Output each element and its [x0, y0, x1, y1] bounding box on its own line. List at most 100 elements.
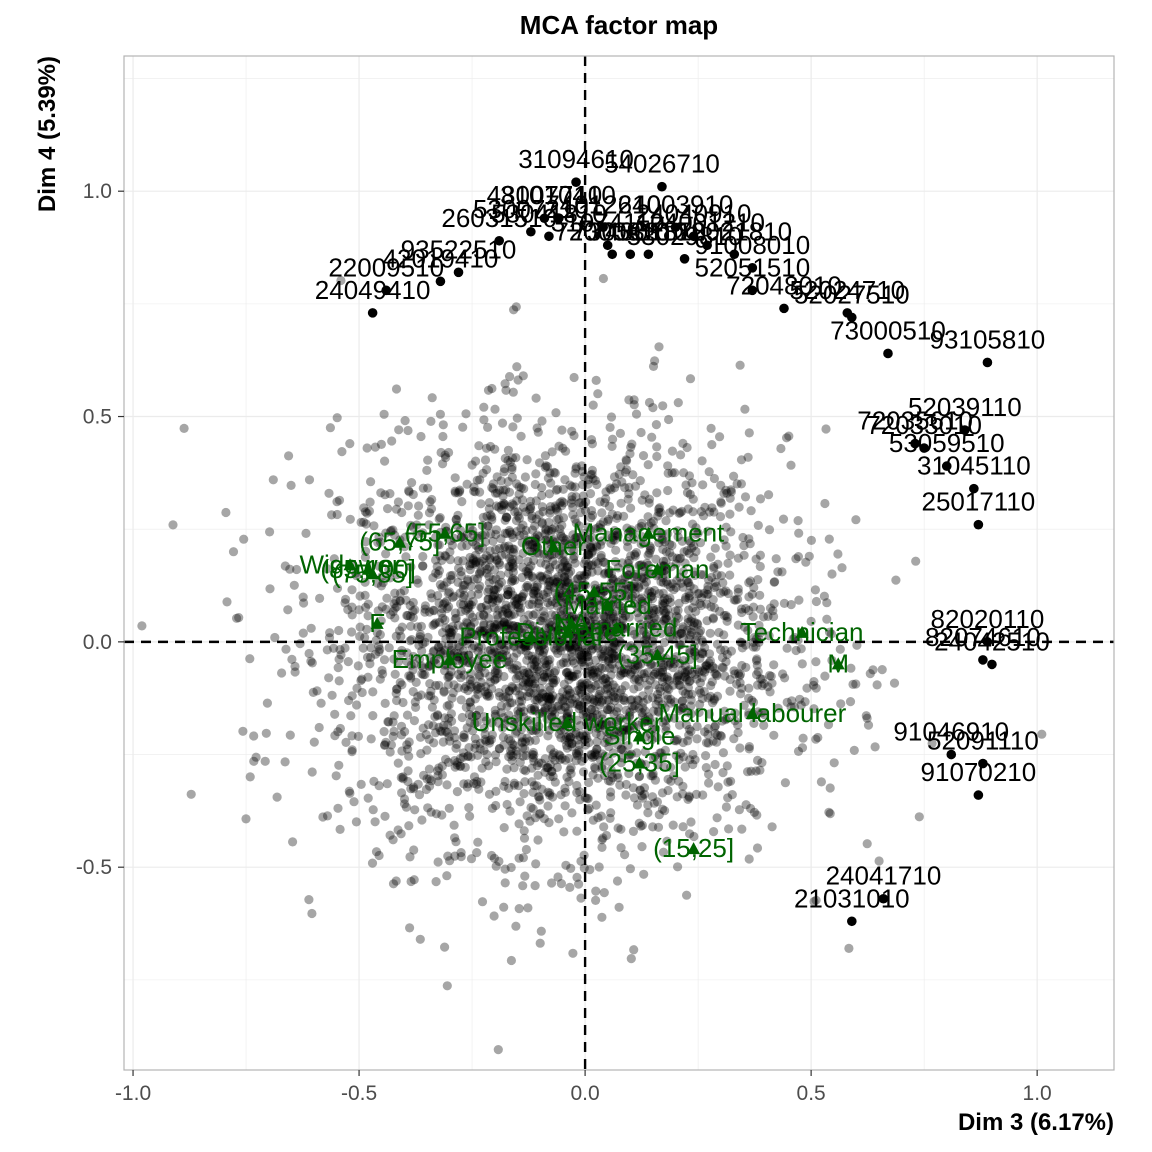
individual-point — [612, 479, 622, 489]
individual-point — [379, 409, 389, 419]
individual-point — [438, 420, 448, 430]
individual-point — [383, 504, 393, 514]
individual-point — [538, 707, 549, 717]
individual-point — [582, 793, 592, 803]
individual-point — [408, 606, 418, 616]
individual-point — [561, 594, 572, 605]
individual-point — [532, 625, 542, 635]
individual-point — [702, 589, 712, 599]
individual-point — [314, 722, 324, 733]
individual-point — [600, 674, 610, 684]
individual-point — [490, 444, 500, 454]
individual-point — [341, 594, 351, 605]
individual-point — [689, 831, 699, 842]
individual-point — [599, 612, 609, 622]
individual-point — [571, 464, 581, 474]
individual-point — [559, 572, 569, 582]
individual-point — [495, 560, 505, 570]
individual-point — [437, 726, 447, 737]
individual-point — [437, 810, 447, 820]
individual-point — [447, 628, 457, 638]
individual-point — [816, 777, 827, 787]
individual-point — [463, 575, 473, 585]
labeled-individual-point — [679, 253, 690, 264]
individual-point — [672, 631, 682, 641]
individual-point — [566, 566, 576, 576]
individual-point — [604, 616, 615, 626]
y-tick-label: 0.0 — [83, 631, 112, 654]
individual-point — [523, 567, 533, 577]
individual-point — [577, 625, 587, 635]
individual-point — [703, 724, 713, 734]
individual-point — [600, 558, 610, 568]
individual-point — [386, 525, 396, 536]
individual-point — [381, 737, 391, 747]
individual-point — [553, 872, 563, 882]
individual-point — [538, 575, 548, 585]
individual-point — [644, 498, 654, 508]
individual-point — [631, 409, 642, 419]
individual-point — [745, 576, 756, 586]
individual-point — [646, 718, 656, 728]
individual-point — [870, 742, 880, 752]
individual-point — [612, 876, 623, 886]
individual-point — [480, 729, 490, 740]
individual-point — [363, 611, 373, 621]
individual-point — [764, 490, 774, 500]
individual-point — [569, 658, 579, 668]
individual-point — [567, 495, 577, 505]
individual-point — [566, 671, 576, 681]
individual-point — [797, 743, 808, 753]
individual-point — [604, 676, 614, 687]
individual-point — [837, 563, 847, 573]
individual-point — [360, 633, 370, 643]
individual-point — [635, 560, 645, 570]
individual-point — [604, 756, 614, 767]
individual-point — [564, 671, 574, 681]
individual-point — [616, 669, 626, 679]
individual-point — [245, 772, 255, 782]
individual-point — [541, 525, 551, 536]
individual-point — [453, 655, 463, 665]
individual-point — [530, 673, 540, 684]
individual-point — [343, 657, 353, 667]
individual-point — [744, 742, 755, 752]
individual-point — [695, 598, 705, 609]
category-label: (15,25] — [653, 833, 734, 863]
individual-point — [657, 788, 668, 798]
individual-point — [429, 738, 439, 748]
individual-point — [637, 820, 648, 831]
individual-point — [526, 725, 536, 736]
individual-point — [449, 680, 459, 690]
individual-point — [487, 383, 497, 394]
individual-point — [652, 451, 662, 462]
individual-point — [594, 862, 604, 872]
individual-point — [550, 777, 560, 787]
individual-point — [393, 758, 403, 768]
individual-point — [504, 710, 514, 720]
individual-point — [397, 746, 407, 756]
individual-point — [492, 556, 502, 566]
individual-point — [523, 569, 533, 579]
individual-point — [521, 525, 531, 536]
individual-point — [711, 581, 721, 592]
individual-point — [736, 604, 747, 614]
individual-point — [532, 717, 542, 727]
individual-point — [586, 645, 597, 655]
individual-point — [467, 460, 477, 470]
individual-point — [408, 613, 418, 623]
individual-point — [425, 497, 435, 507]
individual-point — [437, 761, 447, 771]
individual-point — [615, 428, 626, 438]
individual-point — [502, 603, 512, 613]
individual-point — [597, 835, 607, 845]
individual-point — [413, 622, 423, 632]
individual-point — [612, 529, 623, 539]
individual-point — [586, 470, 596, 480]
category-label: (25,35] — [599, 748, 680, 778]
individual-point — [543, 694, 553, 704]
individual-point — [681, 480, 691, 490]
individual-point — [412, 520, 422, 530]
individual-point — [418, 561, 428, 571]
individual-point — [612, 707, 622, 717]
